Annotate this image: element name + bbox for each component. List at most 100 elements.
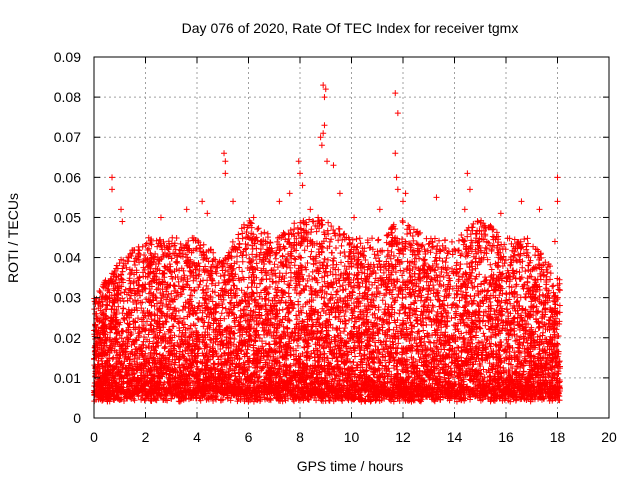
data-point: [382, 301, 389, 308]
data-point: [120, 298, 127, 305]
data-point: [246, 331, 253, 338]
data-point: [271, 261, 278, 268]
data-point: [342, 308, 349, 315]
data-point: [229, 277, 236, 284]
data-point: [249, 245, 256, 252]
data-point: [299, 350, 306, 357]
data-point: [225, 313, 232, 320]
x-axis-label: GPS time / hours: [297, 458, 404, 474]
data-point: [291, 220, 298, 227]
data-point: [163, 319, 170, 326]
data-point: [393, 324, 400, 331]
data-point: [314, 316, 321, 323]
data-point: [120, 315, 127, 322]
chart-title: Day 076 of 2020, Rate Of TEC Index for r…: [182, 20, 519, 36]
data-point: [348, 315, 355, 322]
data-point: [222, 305, 229, 312]
data-point: [285, 293, 292, 300]
data-point: [414, 293, 421, 300]
data-point: [328, 236, 335, 243]
data-point: [476, 308, 483, 315]
data-point: [468, 260, 475, 267]
data-point: [482, 244, 489, 251]
data-point: [374, 237, 381, 244]
data-point: [339, 303, 346, 310]
data-point: [335, 225, 342, 232]
data-point: [251, 297, 258, 304]
data-point: [454, 344, 461, 351]
data-point: [215, 361, 222, 368]
data-point: [339, 282, 346, 289]
data-point: [455, 237, 462, 244]
data-point: [520, 339, 527, 346]
data-point: [341, 313, 348, 320]
data-point: [522, 294, 529, 301]
data-point: [139, 299, 146, 306]
data-point: [524, 240, 531, 247]
data-point: [196, 299, 203, 306]
data-point: [268, 267, 275, 274]
data-point: [204, 285, 211, 292]
data-point: [507, 262, 514, 269]
data-point: [470, 220, 477, 227]
data-point: [442, 259, 449, 266]
data-point: [253, 253, 260, 260]
data-point: [513, 299, 520, 306]
data-point: [394, 294, 401, 301]
data-point: [291, 255, 298, 262]
data-point: [407, 319, 414, 326]
data-point: [301, 247, 308, 254]
data-point: [264, 230, 271, 237]
data-point: [341, 249, 348, 256]
data-point: [287, 227, 294, 234]
data-point: [314, 309, 321, 316]
data-point: [172, 305, 179, 312]
data-point: [131, 397, 138, 404]
data-point: [366, 244, 373, 251]
data-point: [318, 294, 325, 301]
data-point: [296, 281, 303, 288]
data-point: [375, 236, 382, 243]
y-axis-label: ROTI / TECUs: [5, 193, 21, 283]
data-point: [443, 255, 450, 262]
data-point: [524, 249, 531, 256]
data-point: [417, 312, 424, 319]
data-point: [291, 226, 298, 233]
data-point: [453, 259, 460, 266]
data-point: [120, 305, 127, 312]
data-point: [148, 316, 155, 323]
data-point: [405, 305, 412, 312]
data-point: [488, 266, 495, 273]
data-point: [399, 219, 406, 226]
data-point: [328, 223, 335, 230]
data-point: [220, 272, 227, 279]
data-point: [455, 344, 462, 351]
data-point: [321, 255, 328, 262]
data-point: [434, 264, 441, 271]
data-point: [253, 245, 260, 252]
data-point: [413, 340, 420, 347]
data-point: [442, 237, 449, 243]
data-point: [261, 229, 268, 236]
data-point: [412, 264, 419, 271]
data-point: [405, 222, 412, 229]
data-point: [373, 320, 380, 327]
data-point: [352, 353, 359, 360]
data-point: [364, 266, 371, 273]
data-point: [482, 322, 489, 329]
data-point: [255, 225, 262, 232]
data-point: [384, 247, 391, 254]
data-point: [524, 235, 531, 242]
data-point: [235, 231, 242, 238]
data-point: [134, 307, 141, 314]
data-point: [274, 284, 281, 291]
data-point: [324, 272, 331, 279]
data-point: [448, 238, 455, 245]
data-point: [437, 247, 444, 254]
data-point: [328, 291, 335, 298]
scatter-points: [91, 82, 563, 405]
data-point: [194, 315, 201, 322]
data-point: [340, 328, 347, 335]
data-point: [448, 315, 455, 322]
